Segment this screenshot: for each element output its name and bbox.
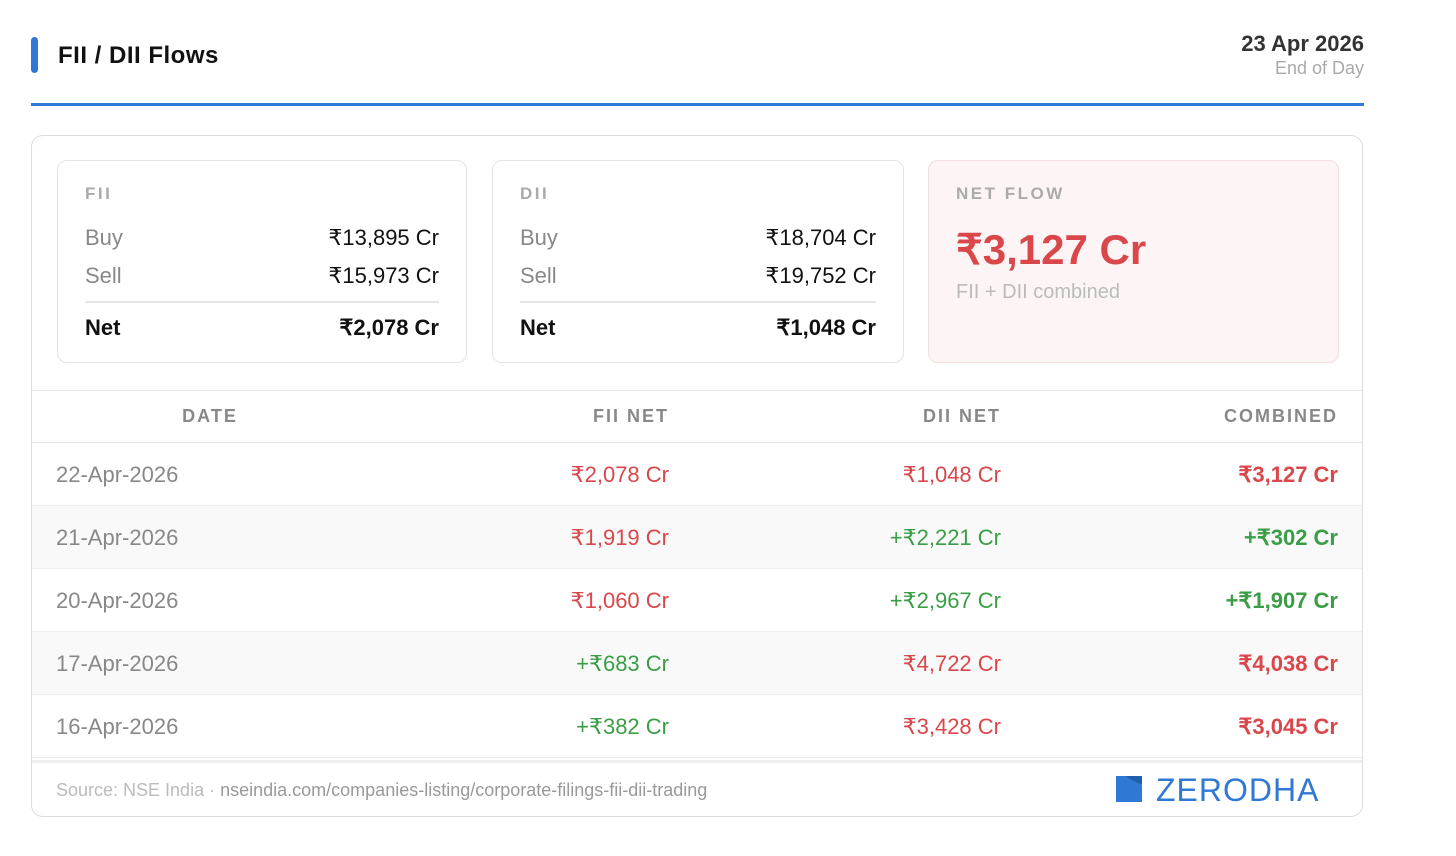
value-cell: ₹4,038 Cr xyxy=(1238,651,1338,676)
column-header: COMBINED xyxy=(1224,406,1338,426)
value-cell: +₹302 Cr xyxy=(1243,525,1338,550)
value-cell: ₹3,127 Cr xyxy=(1238,462,1338,487)
net-label: Net xyxy=(520,315,556,340)
row-value: ₹18,704 Cr xyxy=(765,225,876,250)
row-value: ₹13,895 Cr xyxy=(328,225,439,250)
header-rule xyxy=(31,103,1364,106)
row-label: Sell xyxy=(520,263,557,288)
title: FII / DII Flows xyxy=(58,42,219,69)
value-cell: ₹3,045 Cr xyxy=(1238,714,1338,739)
date-cell: 22-Apr-2026 xyxy=(56,462,179,487)
row-value: ₹19,752 Cr xyxy=(765,263,876,288)
summary-row: Buy ₹18,704 Cr xyxy=(520,225,876,251)
logo: ZERODHA xyxy=(1116,772,1338,808)
row-label: Sell xyxy=(85,263,122,288)
value-cell: +₹2,967 Cr xyxy=(889,588,1001,613)
date-cell: 21-Apr-2026 xyxy=(56,525,179,550)
value-cell: ₹4,722 Cr xyxy=(902,651,1001,676)
value-cell: ₹3,428 Cr xyxy=(902,714,1001,739)
table-row: 21-Apr-2026 ₹1,919 Cr +₹2,221 Cr +₹302 Cr xyxy=(32,506,1362,569)
net-flow-note: FII + DII combined xyxy=(956,281,1120,303)
source-link[interactable]: nseindia.com/companies-listing/corporate… xyxy=(220,780,708,800)
net-row: Net ₹2,078 Cr xyxy=(85,315,439,341)
net-flow-label: NET FLOW xyxy=(956,184,1065,203)
value-cell: ₹2,078 Cr xyxy=(570,462,669,487)
table-header: DATE FII NET DII NET COMBINED xyxy=(32,390,1362,443)
summary-row: Buy ₹13,895 Cr xyxy=(85,225,439,251)
net-value: ₹2,078 Cr xyxy=(339,315,439,340)
summary-row: Sell ₹15,973 Cr xyxy=(85,263,439,289)
fii-box: FII Buy ₹13,895 Cr Sell ₹15,973 Cr Net ₹2,078 … xyxy=(57,160,467,363)
table-row: 17-Apr-2026 +₹683 Cr ₹4,722 Cr ₹4,038 Cr xyxy=(32,632,1362,695)
box-label: DII xyxy=(520,184,550,203)
column-header: DATE xyxy=(182,406,238,426)
value-cell: +₹1,907 Cr xyxy=(1225,588,1338,613)
net-row: Net ₹1,048 Cr xyxy=(520,315,876,341)
table-row: 22-Apr-2026 ₹2,078 Cr ₹1,048 Cr ₹3,127 Cr xyxy=(32,443,1362,506)
table-row: 20-Apr-2026 ₹1,060 Cr +₹2,967 Cr +₹1,907 Cr xyxy=(32,569,1362,632)
value-cell: ₹1,048 Cr xyxy=(902,462,1001,487)
dii-box: DII Buy ₹18,704 Cr Sell ₹19,752 Cr Net ₹1,048 … xyxy=(492,160,904,363)
summary-row: Sell ₹19,752 Cr xyxy=(520,263,876,289)
divider xyxy=(520,301,876,303)
column-header: DII NET xyxy=(922,406,1001,426)
logo-icon xyxy=(1116,776,1142,802)
net-value: ₹1,048 Cr xyxy=(776,315,876,340)
date: 23 Apr 2026 xyxy=(1241,31,1364,56)
box-label: FII xyxy=(85,184,113,203)
source-text: Source: NSE India xyxy=(56,780,205,800)
net-flow-value: ₹3,127 Cr xyxy=(956,226,1147,273)
table-row: 16-Apr-2026 +₹382 Cr ₹3,428 Cr ₹3,045 Cr xyxy=(32,695,1362,758)
separator: · xyxy=(209,780,216,800)
accent-bar xyxy=(31,37,38,73)
row-label: Buy xyxy=(520,225,558,250)
brand: ZERODHA xyxy=(1156,772,1320,808)
source: Source: NSE India · nseindia.com/compani… xyxy=(56,780,707,801)
date-cell: 20-Apr-2026 xyxy=(56,588,179,613)
date-cell: 16-Apr-2026 xyxy=(56,714,179,739)
subtitle: End of Day xyxy=(1274,58,1364,78)
row-value: ₹15,973 Cr xyxy=(328,263,439,288)
value-cell: ₹1,060 Cr xyxy=(570,588,669,613)
net-label: Net xyxy=(85,315,121,340)
footer: Source: NSE India · nseindia.com/compani… xyxy=(32,760,1362,816)
row-label: Buy xyxy=(85,225,123,250)
value-cell: ₹1,919 Cr xyxy=(570,525,669,550)
value-cell: +₹683 Cr xyxy=(576,651,669,676)
net-flow-box: NET FLOW ₹3,127 Cr FII + DII combined xyxy=(928,160,1339,363)
value-cell: +₹382 Cr xyxy=(576,714,669,739)
value-cell: +₹2,221 Cr xyxy=(889,525,1001,550)
date-cell: 17-Apr-2026 xyxy=(56,651,179,676)
divider xyxy=(85,301,439,303)
card: FII Buy ₹13,895 Cr Sell ₹15,973 Cr Net ₹2,078 … xyxy=(31,135,1363,817)
column-header: FII NET xyxy=(593,406,669,426)
